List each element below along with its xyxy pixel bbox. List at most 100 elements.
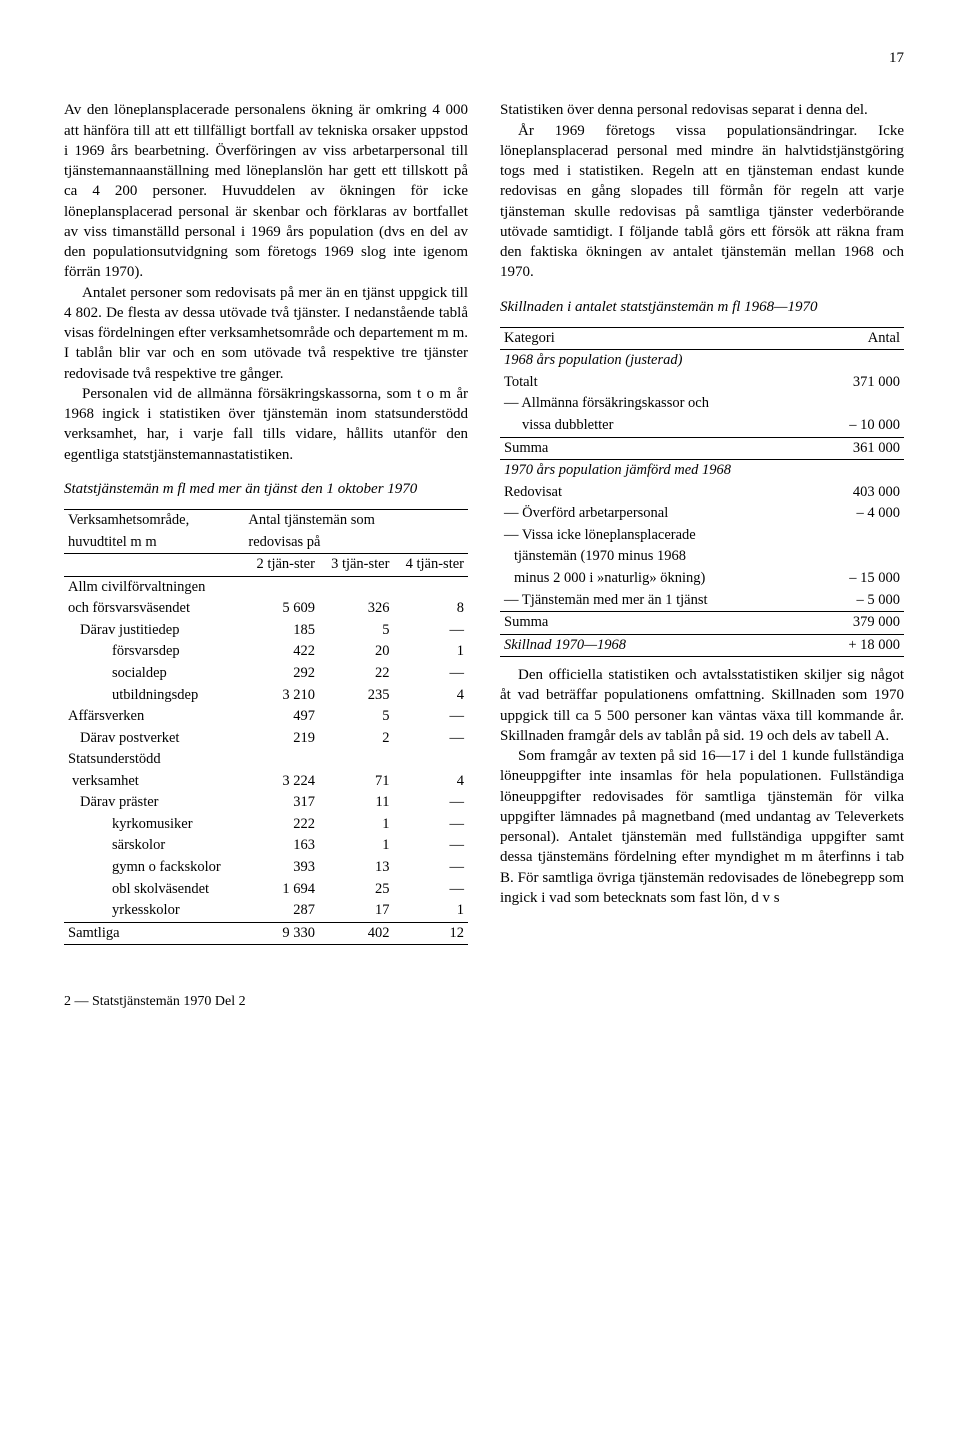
table-row-label: socialdep	[64, 663, 244, 685]
t1-head-left2: huvudtitel m m	[64, 532, 244, 554]
t2-head-kategori: Kategori	[500, 327, 822, 350]
table-cell: 1	[319, 835, 394, 857]
table-cell: 219	[244, 728, 319, 750]
table-cell: 185	[244, 620, 319, 642]
table-cell: 1	[393, 900, 468, 922]
table-row-label: minus 2 000 i »naturlig» ökning)	[500, 568, 822, 590]
table-cell	[822, 393, 904, 415]
table-cell: 71	[319, 771, 394, 793]
table-cell: 13	[319, 857, 394, 879]
table-cell: —	[393, 663, 468, 685]
t2-sec1-sum-label: Summa	[500, 437, 822, 460]
table1-title: Statstjänstemän m fl med mer än tjänst d…	[64, 479, 468, 499]
table-cell: 497	[244, 706, 319, 728]
t2-diff-label: Skillnad 1970—1968	[500, 634, 822, 657]
page-number: 17	[64, 48, 904, 68]
table-row-label: Affärsverken	[64, 706, 244, 728]
table-cell: 422	[244, 641, 319, 663]
table-cell: 1 694	[244, 879, 319, 901]
left-para-1: Av den löneplansplacerade personalens ök…	[64, 100, 468, 282]
t1-col-3: 3 tjän-ster	[319, 554, 394, 577]
table-cell	[244, 749, 319, 771]
table-cell: 163	[244, 835, 319, 857]
table-cell: 292	[244, 663, 319, 685]
table-cell: 393	[244, 857, 319, 879]
table-row-label: obl skolväsendet	[64, 879, 244, 901]
table-cell: —	[393, 792, 468, 814]
t1-total-v3: 12	[393, 922, 468, 945]
table-row-label: — Vissa icke löneplansplacerade	[500, 525, 822, 547]
right-para-bottom-2: Som framgår av texten på sid 16—17 i del…	[500, 746, 904, 908]
right-para-top-1: Statistiken över denna personal redovisa…	[500, 100, 904, 120]
table-cell: 3 224	[244, 771, 319, 793]
table-row-label: Därav postverket	[64, 728, 244, 750]
table-cell: – 15 000	[822, 568, 904, 590]
table-cell: 25	[319, 879, 394, 901]
table-cell: —	[393, 728, 468, 750]
table-cell: 3 210	[244, 685, 319, 707]
table-cell: 1	[393, 641, 468, 663]
table-row-label: verksamhet	[64, 771, 244, 793]
table-row-label: — Allmänna försäkringskassor och	[500, 393, 822, 415]
table-cell: —	[393, 857, 468, 879]
t1-total-label: Samtliga	[64, 922, 244, 945]
table-cell	[393, 576, 468, 598]
table-cell: 235	[319, 685, 394, 707]
table-cell: – 10 000	[822, 415, 904, 437]
right-para-top-2: År 1969 företogs vissa populationsändrin…	[500, 121, 904, 283]
two-column-layout: Av den löneplansplacerade personalens ök…	[64, 100, 904, 953]
table-cell: —	[393, 706, 468, 728]
table-cell: 371 000	[822, 372, 904, 394]
t1-head-right1: Antal tjänstemän som	[244, 510, 468, 532]
table2-title: Skillnaden i antalet statstjänstemän m f…	[500, 297, 904, 317]
t2-diff-val: + 18 000	[822, 634, 904, 657]
t2-sec1-sum-val: 361 000	[822, 437, 904, 460]
t2-sec2-sum-label: Summa	[500, 612, 822, 635]
table-row-label: utbildningsdep	[64, 685, 244, 707]
right-para-bottom-1: Den officiella statistiken och avtalssta…	[500, 665, 904, 746]
table-cell: – 4 000	[822, 503, 904, 525]
table-row-label: försvarsdep	[64, 641, 244, 663]
footer: 2 — Statstjänstemän 1970 Del 2	[64, 993, 904, 1012]
table-cell: 1	[319, 814, 394, 836]
t2-head-antal: Antal	[822, 327, 904, 350]
t1-head-left1: Verksamhetsområde,	[64, 510, 244, 532]
table-cell: 5	[319, 706, 394, 728]
table-row-label: Allm civilförvaltningen	[64, 576, 244, 598]
t2-sec1-title: 1968 års population (justerad)	[500, 350, 822, 372]
table-cell	[319, 576, 394, 598]
table-row-label: och försvarsväsendet	[64, 598, 244, 620]
left-para-3: Personalen vid de allmänna försäkringska…	[64, 384, 468, 465]
table-cell	[319, 749, 394, 771]
table-row-label: — Tjänstemän med mer än 1 tjänst	[500, 590, 822, 612]
table-row-label: särskolor	[64, 835, 244, 857]
t2-sec2-sum-val: 379 000	[822, 612, 904, 635]
t1-total-v1: 9 330	[244, 922, 319, 945]
t1-head-right2: redovisas på	[244, 532, 468, 554]
t1-total-v2: 402	[319, 922, 394, 945]
table-row-label: kyrkomusiker	[64, 814, 244, 836]
table-cell: —	[393, 620, 468, 642]
table-row-label: — Överförd arbetarpersonal	[500, 503, 822, 525]
left-para-2: Antalet personer som redovisats på mer ä…	[64, 283, 468, 384]
table-row-label: Totalt	[500, 372, 822, 394]
t1-col-2: 2 tjän-ster	[244, 554, 319, 577]
table-cell: – 5 000	[822, 590, 904, 612]
table-cell: 403 000	[822, 482, 904, 504]
table-row-label: vissa dubbletter	[500, 415, 822, 437]
table-cell: 5	[319, 620, 394, 642]
table-cell: 20	[319, 641, 394, 663]
table-cell	[822, 546, 904, 568]
table-cell: 5 609	[244, 598, 319, 620]
table-cell	[244, 576, 319, 598]
table-cell: 4	[393, 685, 468, 707]
table-cell	[822, 525, 904, 547]
table-cell: 22	[319, 663, 394, 685]
footer-text: 2 — Statstjänstemän 1970 Del 2	[64, 994, 246, 1009]
table-cell: 8	[393, 598, 468, 620]
table-row-label: yrkesskolor	[64, 900, 244, 922]
table-cell: 4	[393, 771, 468, 793]
table-cell: —	[393, 835, 468, 857]
table-cell: 11	[319, 792, 394, 814]
table-cell: —	[393, 814, 468, 836]
